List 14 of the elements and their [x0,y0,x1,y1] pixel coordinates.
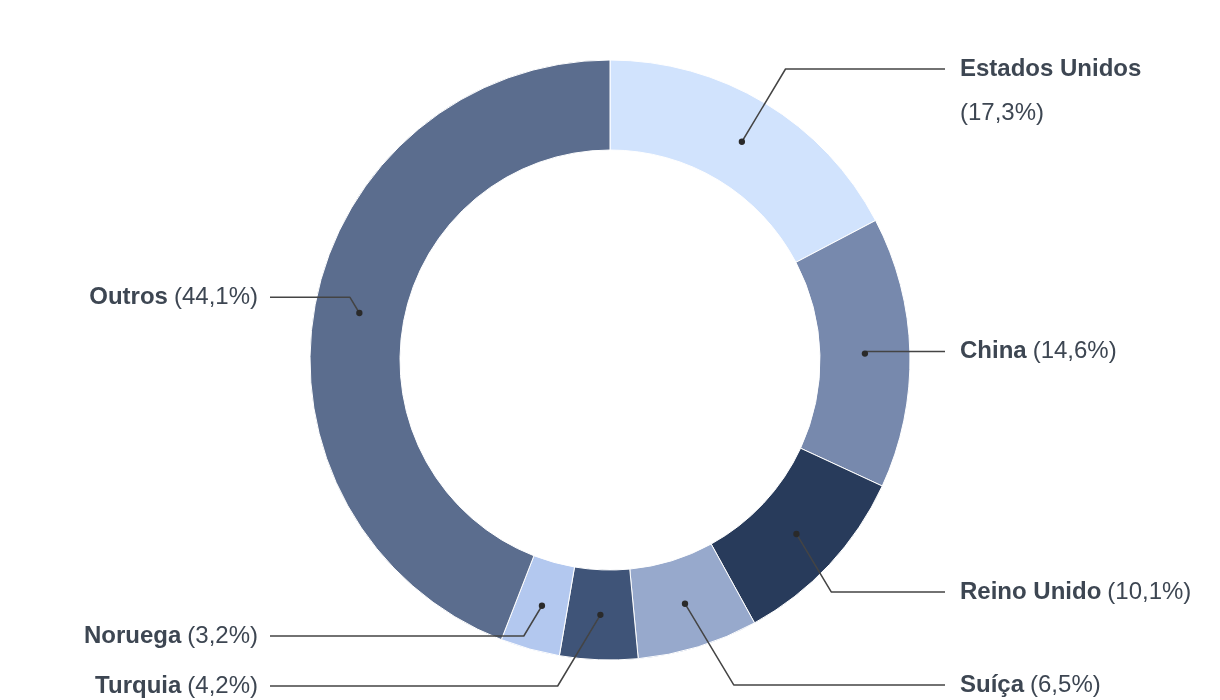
data-label: (44,1%) [173,282,258,310]
data-label: (6,5%) [1030,669,1101,697]
slice-label: China [960,336,1028,364]
slice-label: Reino Unido [960,576,1102,604]
slice-label: Estados Unidos [960,53,1142,81]
slice-label: Suíça [960,669,1025,697]
data-label: (14,6%) [1032,336,1117,364]
data-label: (4,2%) [187,671,258,698]
data-label: (10,1%) [1107,576,1192,604]
data-label: (17,3%) [960,97,1045,125]
slice-label: Turquia [95,671,182,698]
slice-label: Outros [89,282,168,310]
data-label: (3,2%) [187,621,258,648]
slice-label: Noruega [83,621,182,648]
